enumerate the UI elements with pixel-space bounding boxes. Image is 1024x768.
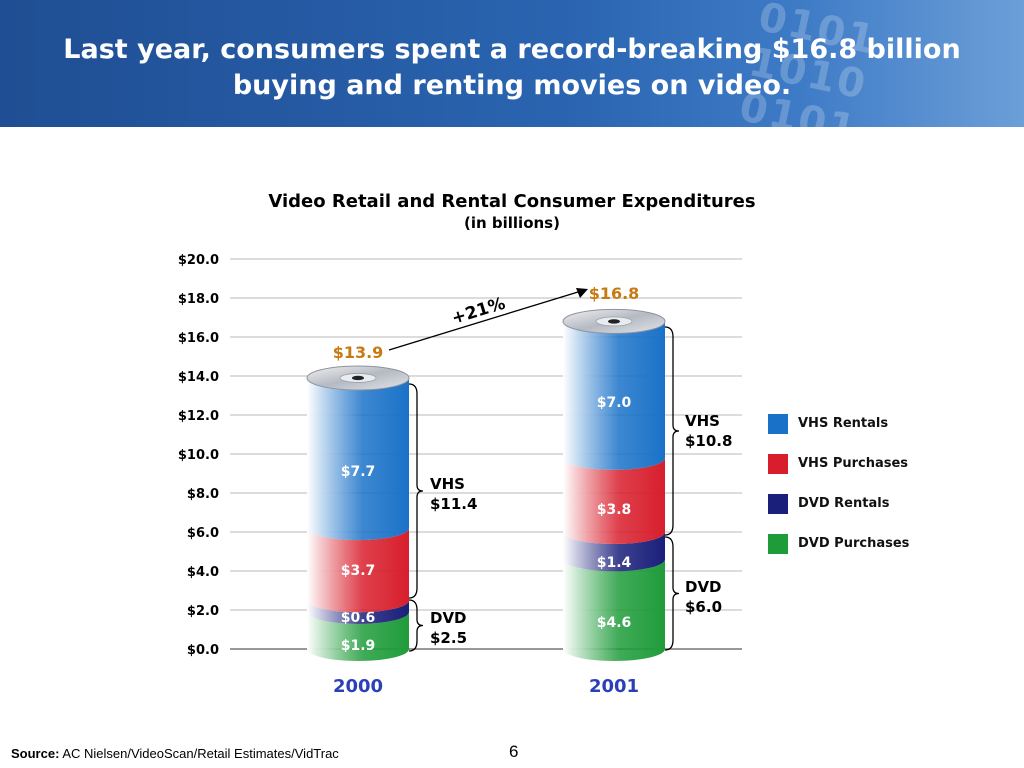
cylinder-segment (563, 321, 665, 470)
total-value-label: $13.9 (333, 343, 384, 362)
y-tick-label: $2.0 (187, 604, 219, 619)
total-value-label: $16.8 (589, 284, 640, 303)
segment-value-label: $0.6 (341, 610, 376, 626)
segment-value-label: $7.0 (597, 395, 632, 411)
y-tick-label: $0.0 (187, 643, 219, 658)
page-number: 6 (509, 742, 519, 761)
brace-annotation-value: $6.0 (685, 598, 722, 616)
cylinder-segment (563, 457, 665, 544)
disc-hole (352, 375, 364, 381)
source-text: AC Nielsen/VideoScan/Retail Estimates/Vi… (62, 746, 339, 761)
legend-swatch-dvd-rentals (768, 494, 788, 514)
dvd-brace-2000 (408, 599, 424, 652)
x-category-label: 2001 (589, 676, 639, 697)
vhs-brace-2001 (664, 326, 680, 536)
y-tick-label: $4.0 (187, 565, 219, 580)
y-tick-label: $14.0 (178, 370, 219, 385)
legend-swatch-vhs-rentals (768, 414, 788, 434)
brace-annotation-label: VHS (430, 475, 465, 493)
brace-annotation-label: DVD (685, 578, 722, 596)
source-label: Source: (11, 746, 60, 761)
segment-value-label: $4.6 (597, 615, 632, 631)
y-tick-label: $16.0 (178, 331, 219, 346)
slide-title-line-1: Last year, consumers spent a record-brea… (63, 34, 961, 65)
legend-label: DVD Purchases (798, 536, 910, 551)
legend-label: VHS Rentals (798, 416, 889, 431)
chart-title: Video Retail and Rental Consumer Expendi… (268, 191, 756, 212)
growth-arrow-line (388, 291, 579, 351)
y-tick-label: $6.0 (187, 526, 219, 541)
brace-annotation-label: DVD (430, 609, 467, 627)
y-tick-label: $10.0 (178, 448, 219, 463)
y-tick-label: $18.0 (178, 292, 219, 307)
brace-annotation-value: $10.8 (685, 432, 732, 450)
segment-value-label: $1.9 (341, 638, 376, 654)
legend-label: VHS Purchases (798, 456, 909, 471)
x-category-label: 2000 (333, 676, 383, 697)
segment-value-label: $7.7 (341, 464, 376, 480)
growth-arrowhead (576, 288, 588, 298)
y-tick-label: $8.0 (187, 487, 219, 502)
title-banner: 0101 1010 0101 (0, 0, 1024, 127)
vhs-brace-2000 (408, 383, 424, 599)
growth-label: +21% (449, 294, 507, 329)
segment-value-label: $3.8 (597, 502, 632, 518)
y-tick-label: $20.0 (178, 253, 219, 268)
cylinder-segment (307, 600, 409, 624)
brace-annotation-label: VHS (685, 412, 720, 430)
legend-swatch-dvd-purchases (768, 534, 788, 554)
cylinder-segment (563, 559, 665, 661)
slide-title-line-2: buying and renting movies on video. (232, 70, 792, 101)
slide-title: Last year, consumers spent a record-brea… (0, 32, 1024, 104)
brace-annotation-value: $11.4 (430, 495, 477, 513)
legend-label: DVD Rentals (798, 496, 890, 511)
cylinder-segment (307, 611, 409, 661)
chart-subtitle: (in billions) (464, 214, 560, 232)
y-tick-label: $12.0 (178, 409, 219, 424)
cylinder-segment (563, 532, 665, 572)
brace-annotation-value: $2.5 (430, 629, 467, 647)
dvd-brace-2001 (664, 536, 680, 651)
cylinder-segment (307, 528, 409, 613)
segment-value-label: $3.7 (341, 563, 376, 579)
segment-value-label: $1.4 (597, 555, 632, 571)
cylinder-segment (307, 377, 409, 541)
disc-hole (608, 319, 620, 324)
source-note: Source: AC Nielsen/VideoScan/Retail Esti… (11, 746, 339, 761)
legend-swatch-vhs-purchases (768, 454, 788, 474)
